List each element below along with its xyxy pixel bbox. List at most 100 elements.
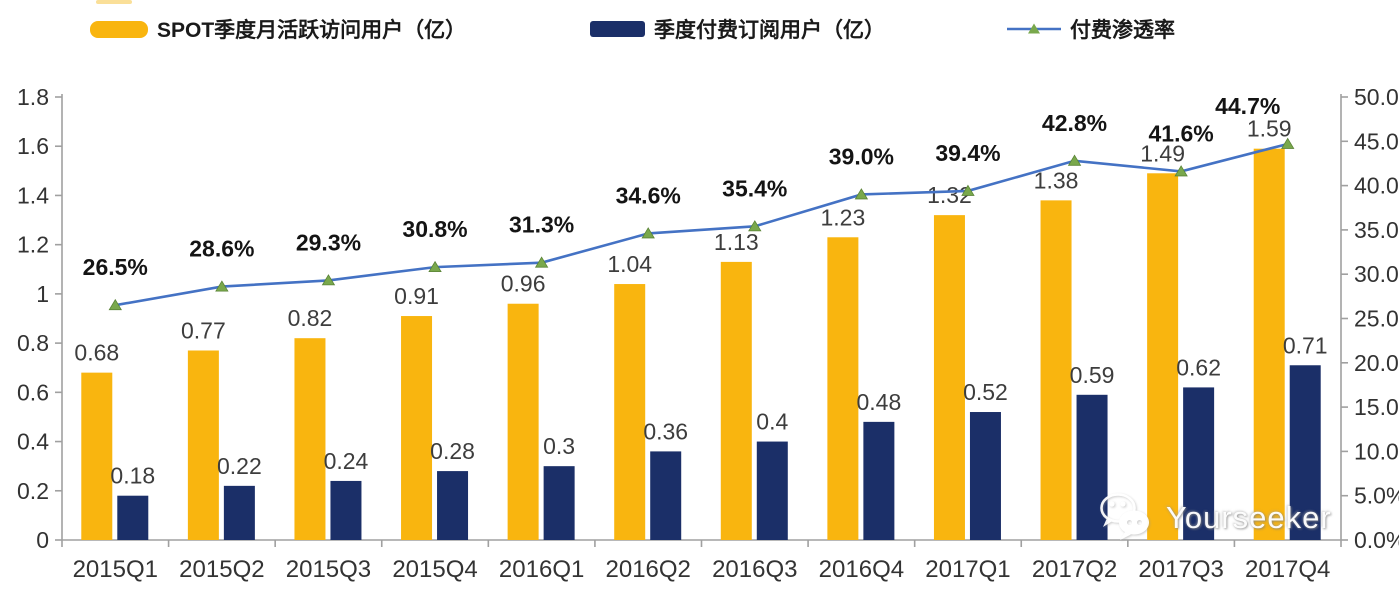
left-axis-tick-label: 1 (36, 281, 49, 307)
left-axis-tick-label: 0.6 (17, 379, 49, 405)
legend-item-penetration: 付费渗透率 (1007, 14, 1175, 44)
sub-bar (863, 421, 895, 540)
left-axis-tick-label: 1.8 (17, 84, 49, 110)
sub-value-label: 0.3 (543, 433, 575, 459)
mau-bar (1253, 148, 1285, 540)
right-axis-tick-label: 45.0% (1354, 128, 1399, 154)
penetration-marker (1174, 165, 1188, 177)
mau-bar (827, 237, 859, 541)
sub-bar (1076, 394, 1108, 540)
x-axis-category-label: 2015Q2 (179, 556, 264, 583)
mau-value-label: 0.82 (288, 305, 333, 331)
x-axis-category-label: 2017Q3 (1138, 556, 1223, 583)
right-axis-tick-label: 5.0% (1354, 483, 1399, 509)
x-axis-category-label: 2015Q1 (73, 556, 158, 583)
penetration-pct-label: 30.8% (402, 216, 467, 242)
x-axis-category-label: 2017Q2 (1032, 556, 1117, 583)
legend-label-mau: SPOT季度月活跃访问用户（亿） (157, 19, 467, 42)
x-axis-category-label: 2016Q3 (712, 556, 797, 583)
sub-bar (330, 480, 362, 540)
sub-value-label: 0.36 (643, 418, 688, 444)
mau-value-label: 0.77 (181, 317, 226, 343)
sub-value-label: 0.52 (963, 379, 1008, 405)
penetration-line (115, 142, 1289, 307)
x-axis-category-label: 2015Q4 (392, 556, 477, 583)
penetration-pct-label: 41.6% (1149, 120, 1214, 146)
penetration-pct-label: 31.3% (509, 212, 574, 238)
mau-bar (507, 303, 539, 540)
legend-item-subscribers: 季度付费订阅用户（亿） (590, 14, 885, 44)
x-axis-category-label: 2015Q3 (286, 556, 371, 583)
right-axis-tick-label: 15.0% (1354, 394, 1399, 420)
penetration-marker (854, 188, 869, 200)
right-axis-tick-label: 50.0% (1354, 84, 1399, 110)
sub-value-label: 0.48 (856, 389, 901, 415)
mau-bar (933, 215, 965, 540)
sub-bar (1183, 387, 1215, 540)
mau-bar (614, 284, 646, 540)
mau-bar (720, 261, 752, 540)
left-axis-tick-label: 0 (36, 527, 49, 553)
sub-bar (223, 485, 255, 540)
cropped-top-artifact (96, 0, 132, 4)
x-axis-category-label: 2016Q2 (606, 556, 691, 583)
sub-value-label: 0.62 (1176, 354, 1221, 380)
right-axis-tick-label: 20.0% (1354, 350, 1399, 376)
penetration-marker (1067, 154, 1082, 166)
left-axis-tick-label: 0.2 (17, 478, 49, 504)
penetration-pct-label: 39.4% (935, 140, 1000, 166)
penetration-marker (321, 274, 336, 286)
sub-value-label: 0.59 (1070, 362, 1115, 388)
mau-bar (1040, 200, 1072, 540)
mau-value-label: 1.23 (820, 204, 865, 230)
left-axis-tick-label: 1.2 (17, 232, 49, 258)
penetration-pct-label: 29.3% (296, 229, 361, 255)
sub-value-label: 0.28 (430, 438, 475, 464)
legend-swatch-0 (90, 20, 148, 38)
penetration-pct-label: 35.4% (722, 175, 787, 201)
right-axis-tick-label: 25.0% (1354, 306, 1399, 332)
penetration-marker (641, 227, 655, 239)
left-axis-tick-label: 1.4 (17, 182, 49, 208)
sub-value-label: 0.71 (1283, 332, 1328, 358)
left-axis-tick-label: 0.8 (17, 330, 49, 356)
right-axis-tick-label: 30.0% (1354, 261, 1399, 287)
penetration-pct-label: 34.6% (616, 182, 681, 208)
penetration-marker (428, 260, 442, 273)
sub-value-label: 0.18 (110, 463, 155, 489)
legend-item-mau: SPOT季度月活跃访问用户（亿） (90, 14, 466, 44)
legend-label-penetration: 付费渗透率 (1070, 19, 1175, 42)
right-axis-tick-label: 40.0% (1354, 173, 1399, 199)
left-axis-tick-label: 1.6 (17, 133, 49, 159)
mau-value-label: 0.68 (74, 340, 119, 366)
penetration-marker (961, 184, 975, 196)
penetration-pct-label: 26.5% (83, 254, 148, 280)
x-axis-category-label: 2017Q1 (925, 556, 1010, 583)
mau-bar (1147, 173, 1179, 541)
sub-bar (117, 495, 149, 540)
penetration-marker (748, 220, 762, 232)
legend-line-marker-icon (1007, 23, 1061, 34)
penetration-pct-label: 44.7% (1215, 93, 1280, 119)
sub-bar (969, 412, 1001, 540)
x-axis-category-label: 2016Q4 (819, 556, 904, 583)
mau-bar (401, 316, 433, 540)
right-axis-tick-label: 10.0% (1354, 438, 1399, 464)
penetration-marker (1281, 137, 1295, 149)
sub-bar (437, 471, 469, 540)
mau-value-label: 1.38 (1034, 167, 1079, 193)
left-axis-tick-label: 0.4 (17, 429, 49, 455)
mau-value-label: 0.91 (394, 283, 439, 309)
penetration-pct-label: 28.6% (189, 236, 254, 262)
penetration-marker (108, 298, 122, 311)
x-axis-category-label: 2016Q1 (499, 556, 584, 583)
sub-bar (543, 466, 575, 540)
mau-bar (294, 338, 326, 540)
penetration-pct-label: 39.0% (829, 143, 894, 169)
mau-value-label: 1.59 (1247, 116, 1292, 142)
mau-value-label: 1.49 (1140, 140, 1185, 166)
mau-bar (187, 350, 219, 540)
mau-value-label: 1.13 (714, 229, 759, 255)
penetration-marker (215, 280, 229, 292)
